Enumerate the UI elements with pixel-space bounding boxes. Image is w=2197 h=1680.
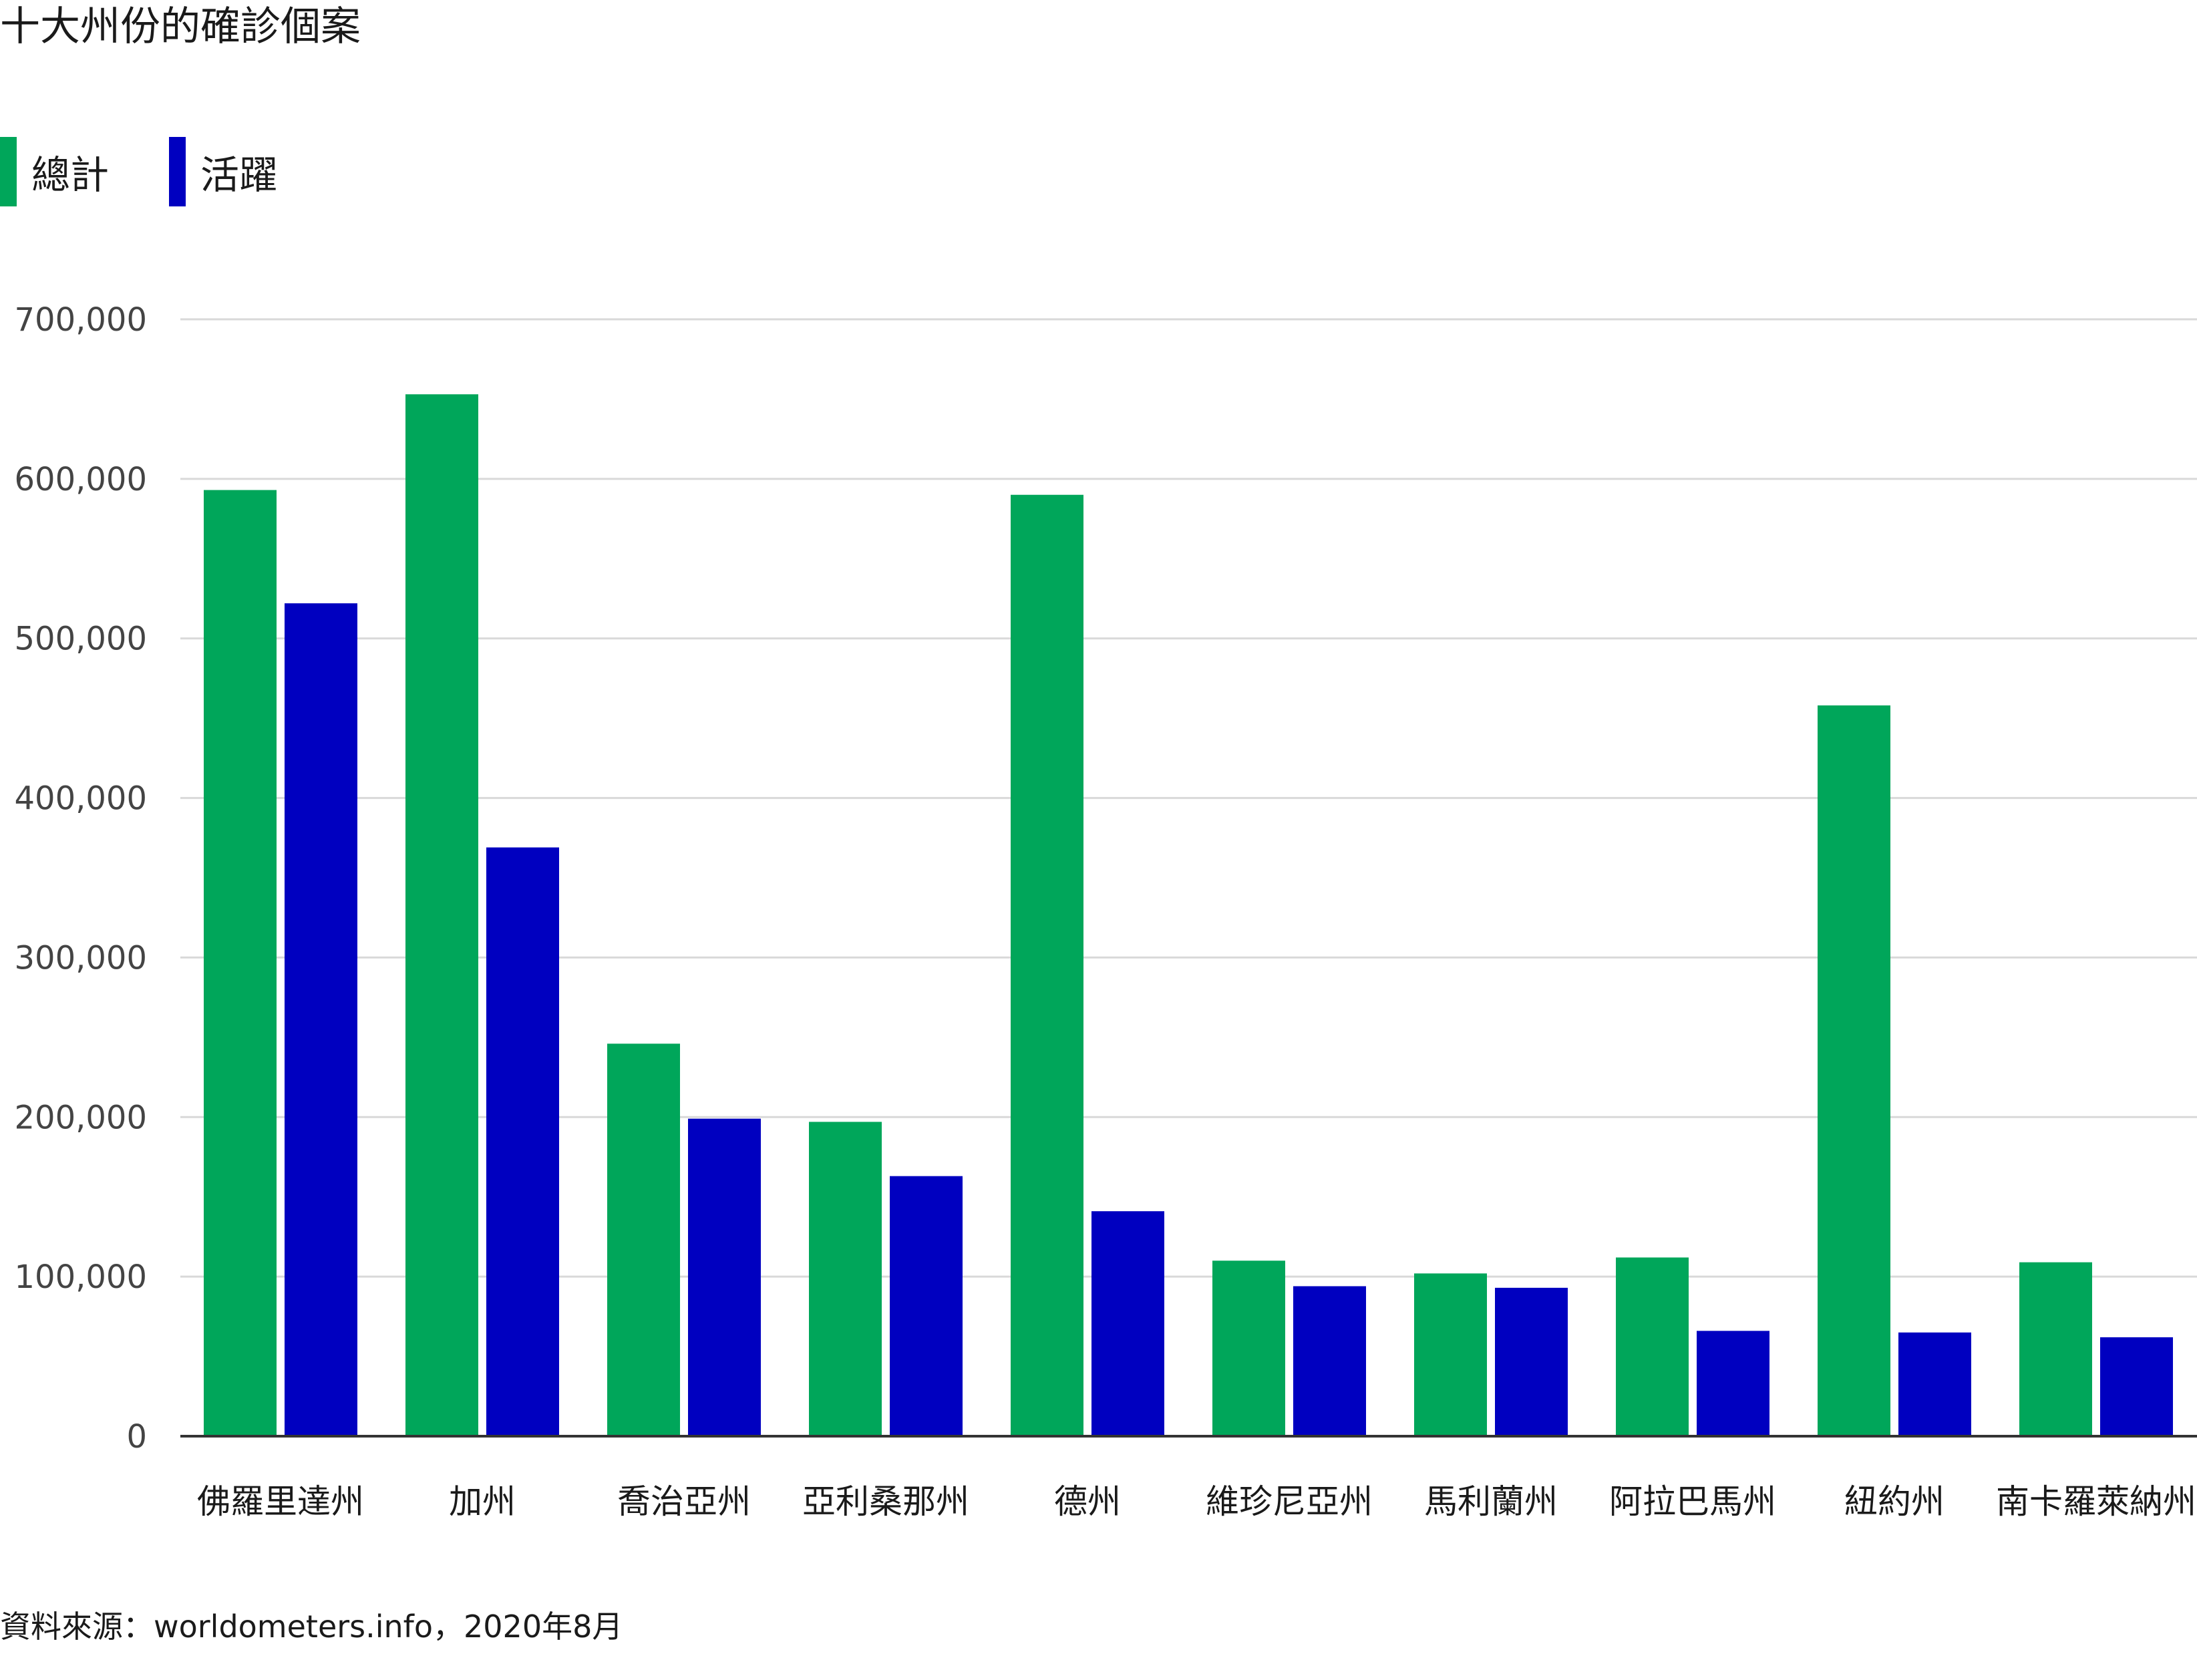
x-tick-label: 喬治亞州 (617, 1482, 751, 1521)
bar-active (1293, 1286, 1366, 1436)
chart-title: 十大州份的確診個案 (0, 3, 361, 50)
legend-item-active: 活躍 (169, 137, 278, 206)
y-tick-label: 600,000 (15, 461, 148, 498)
x-tick-label: 亞利桑那州 (802, 1482, 969, 1521)
x-tick-label: 紐約州 (1844, 1482, 1945, 1521)
x-tick-label: 加州 (449, 1482, 516, 1521)
y-tick-label: 200,000 (15, 1099, 148, 1136)
bar-active (1898, 1332, 1971, 1436)
bar-total (204, 490, 277, 1436)
bar-total (1818, 705, 1890, 1436)
bar-total (2019, 1262, 2092, 1436)
legend: 總計 活躍 (0, 137, 338, 206)
x-tick-label: 馬利蘭州 (1424, 1482, 1558, 1521)
y-tick-label: 100,000 (15, 1258, 148, 1296)
bar-active (2100, 1337, 2173, 1436)
bar-active (890, 1176, 963, 1436)
bar-active (285, 603, 357, 1436)
y-tick-label: 400,000 (15, 780, 148, 818)
bar-active (1091, 1211, 1164, 1436)
source-note: 資料來源：worldometers.info，2020年8月 (0, 1609, 623, 1645)
bar-total (1616, 1257, 1689, 1436)
legend-item-total: 總計 (0, 137, 109, 206)
x-tick-label: 佛羅里達州 (197, 1482, 364, 1521)
legend-label-active: 活躍 (200, 152, 279, 198)
legend-label-total: 總計 (31, 152, 110, 198)
bar-total (809, 1122, 882, 1436)
legend-swatch-active (169, 137, 186, 206)
y-tick-label: 300,000 (15, 939, 148, 977)
bar-total (1212, 1261, 1285, 1436)
bar-total (1414, 1273, 1487, 1436)
bar-total (607, 1043, 680, 1436)
legend-swatch-total (0, 137, 17, 206)
bar-active (1495, 1287, 1568, 1436)
x-tick-label: 南卡羅萊納州 (1996, 1482, 2196, 1521)
y-tick-label: 700,000 (15, 301, 148, 339)
y-tick-label: 500,000 (15, 621, 148, 658)
bar-total (405, 394, 478, 1436)
y-tick-label: 0 (126, 1418, 147, 1456)
bar-active (486, 847, 559, 1436)
x-tick-label: 維珍尼亞州 (1206, 1482, 1373, 1521)
bar-active (1697, 1331, 1769, 1436)
x-tick-label: 德州 (1054, 1482, 1121, 1521)
x-tick-label: 阿拉巴馬州 (1609, 1482, 1776, 1521)
bar-total (1011, 494, 1083, 1436)
bar-active (688, 1118, 761, 1436)
